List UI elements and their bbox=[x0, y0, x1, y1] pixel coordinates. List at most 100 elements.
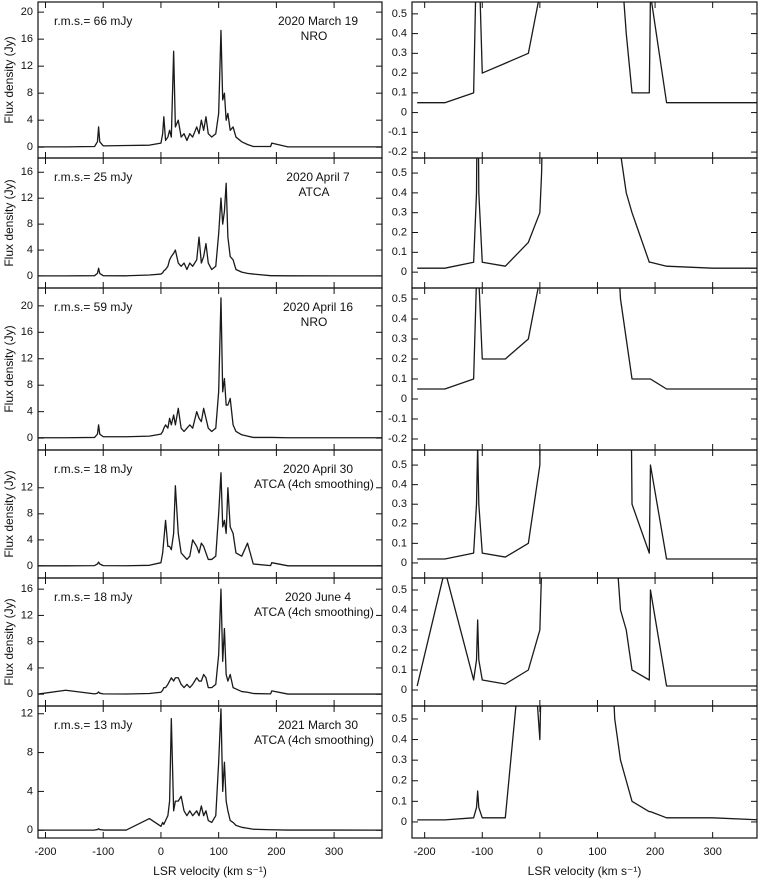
x-tick-label: 200 bbox=[646, 846, 664, 858]
y-tick-label: 0.5 bbox=[392, 459, 407, 471]
spectrum-line bbox=[38, 588, 382, 695]
spectrum-line bbox=[417, 158, 757, 269]
y-tick-label: 16 bbox=[21, 326, 33, 338]
y-tick-label: -0.2 bbox=[388, 433, 407, 445]
spectrum-line bbox=[38, 182, 382, 277]
y-tick-label: 8 bbox=[27, 218, 33, 230]
panel: 0 0.1 0.2 0.3 0.4 0.5 bbox=[392, 449, 758, 579]
x-tick-label: 100 bbox=[209, 846, 227, 858]
y-tick-label: 0.1 bbox=[392, 664, 407, 676]
y-tick-label: 0.1 bbox=[392, 87, 407, 99]
spectrum-line bbox=[417, 450, 757, 560]
panel: 0 0.1 0.2 0.3 0.4 0.5 bbox=[392, 157, 758, 289]
panel: 0 0.1 0.2 0.3 0.4 0.5 bbox=[392, 577, 758, 707]
date-label: 2020 April 7 bbox=[286, 170, 350, 184]
y-tick-label: 0.5 bbox=[392, 8, 407, 20]
panel-frame bbox=[37, 705, 383, 839]
y-tick-label: 12 bbox=[21, 353, 33, 365]
y-tick-label: 0.5 bbox=[392, 167, 407, 179]
panel: 0 4 8 12 -200 -100 0 100 200 300 LSR velocity (km … bbox=[21, 705, 383, 878]
y-axis-label: Flux density (Jy) bbox=[2, 598, 16, 685]
y-axis-label: Flux density (Jy) bbox=[2, 470, 16, 557]
observatory-label: NRO bbox=[301, 315, 328, 329]
y-tick-label: 0 bbox=[401, 684, 407, 696]
y-tick-label: 8 bbox=[27, 379, 33, 391]
date-label: 2020 June 4 bbox=[285, 590, 351, 604]
x-axis-label: LSR velocity (km s⁻¹) bbox=[153, 864, 267, 878]
panel: 0 4 8 12 16 20 Flux density (Jy) r.m.s.= 59 mJy… bbox=[2, 287, 383, 451]
y-tick-label: 0 bbox=[27, 824, 33, 836]
y-tick-label: 12 bbox=[21, 609, 33, 621]
y-tick-label: 16 bbox=[21, 166, 33, 178]
y-tick-label: 0.4 bbox=[392, 187, 407, 199]
y-tick-label: 0 bbox=[401, 266, 407, 278]
y-axis-label: Flux density (Jy) bbox=[2, 325, 16, 412]
y-tick-label: 0 bbox=[27, 141, 33, 153]
y-tick-label: 0 bbox=[401, 557, 407, 569]
y-tick-label: 12 bbox=[21, 60, 33, 72]
y-tick-label: 0.5 bbox=[392, 293, 407, 305]
observatory-label: ATCA (4ch smoothing) bbox=[254, 733, 374, 747]
panel-frame bbox=[411, 705, 758, 839]
rms-label: r.m.s.= 13 mJy bbox=[54, 718, 132, 732]
panel-frame bbox=[411, 1, 758, 159]
x-tick-label: -200 bbox=[34, 846, 56, 858]
x-tick-label: 0 bbox=[158, 846, 164, 858]
panel: 0 0.1 0.2 0.3 0.4 0.5 -200 -100 0 100 200 300 LSR ve… bbox=[392, 705, 758, 878]
y-tick-label: 16 bbox=[21, 583, 33, 595]
y-tick-label: 0.2 bbox=[392, 226, 407, 238]
y-tick-label: 0.3 bbox=[392, 47, 407, 59]
y-tick-label: 0.2 bbox=[392, 518, 407, 530]
y-tick-label: 12 bbox=[21, 708, 33, 720]
y-tick-label: 0.3 bbox=[392, 498, 407, 510]
y-tick-label: 0.2 bbox=[392, 67, 407, 79]
observatory-label: ATCA (4ch smoothing) bbox=[254, 605, 374, 619]
spectrum-line bbox=[38, 29, 382, 148]
y-tick-label: 0.1 bbox=[392, 373, 407, 385]
x-tick-label: 300 bbox=[703, 846, 721, 858]
y-tick-label: 0 bbox=[27, 688, 33, 700]
y-tick-label: 20 bbox=[21, 300, 33, 312]
panel: -0.2 -0.1 0 0.1 0.2 0.3 0.4 0.5 bbox=[388, 287, 758, 451]
y-tick-label: 0.2 bbox=[392, 644, 407, 656]
y-tick-label: 20 bbox=[21, 6, 33, 18]
y-tick-label: 4 bbox=[27, 406, 33, 418]
y-tick-label: 12 bbox=[21, 192, 33, 204]
y-tick-label: 12 bbox=[21, 482, 33, 494]
y-tick-label: 0.1 bbox=[392, 795, 407, 807]
date-label: 2021 March 30 bbox=[278, 718, 358, 732]
y-tick-label: 0 bbox=[27, 560, 33, 572]
x-tick-label: -100 bbox=[92, 846, 114, 858]
x-tick-label: -200 bbox=[414, 846, 436, 858]
y-tick-label: 4 bbox=[27, 785, 33, 797]
y-tick-label: 0.4 bbox=[392, 733, 407, 745]
rms-label: r.m.s.= 59 mJy bbox=[54, 300, 132, 314]
rms-label: r.m.s.= 18 mJy bbox=[54, 590, 132, 604]
spectrum-line bbox=[38, 708, 382, 831]
y-tick-label: 0 bbox=[401, 393, 407, 405]
y-tick-label: 0.3 bbox=[392, 333, 407, 345]
panel-frame bbox=[411, 287, 758, 451]
observatory-label: ATCA (4ch smoothing) bbox=[254, 477, 374, 491]
y-tick-label: 4 bbox=[27, 244, 33, 256]
x-tick-label: 0 bbox=[537, 846, 543, 858]
observatory-label: NRO bbox=[301, 29, 328, 43]
spectrum-line bbox=[38, 297, 382, 439]
rms-label: r.m.s.= 18 mJy bbox=[54, 462, 132, 476]
y-tick-label: 0 bbox=[27, 432, 33, 444]
spectrum-line bbox=[417, 706, 757, 821]
x-tick-label: 100 bbox=[588, 846, 606, 858]
y-tick-label: 8 bbox=[27, 636, 33, 648]
date-label: 2020 April 16 bbox=[283, 300, 353, 314]
y-tick-label: 0.1 bbox=[392, 537, 407, 549]
y-tick-label: 8 bbox=[27, 87, 33, 99]
y-tick-label: 4 bbox=[27, 534, 33, 546]
panel: 0 4 8 12 Flux density (Jy) r.m.s.= 18 mJy 2020… bbox=[2, 449, 383, 579]
y-tick-label: 0.3 bbox=[392, 207, 407, 219]
date-label: 2020 April 30 bbox=[283, 462, 353, 476]
y-tick-label: 0.1 bbox=[392, 246, 407, 258]
panel: 0 4 8 12 16 Flux density (Jy) r.m.s.= 25 mJy 20… bbox=[2, 157, 383, 289]
panel: 0 4 8 12 16 Flux density (Jy) r.m.s.= 18 mJy 20… bbox=[2, 577, 383, 707]
y-tick-label: 0.4 bbox=[392, 479, 407, 491]
